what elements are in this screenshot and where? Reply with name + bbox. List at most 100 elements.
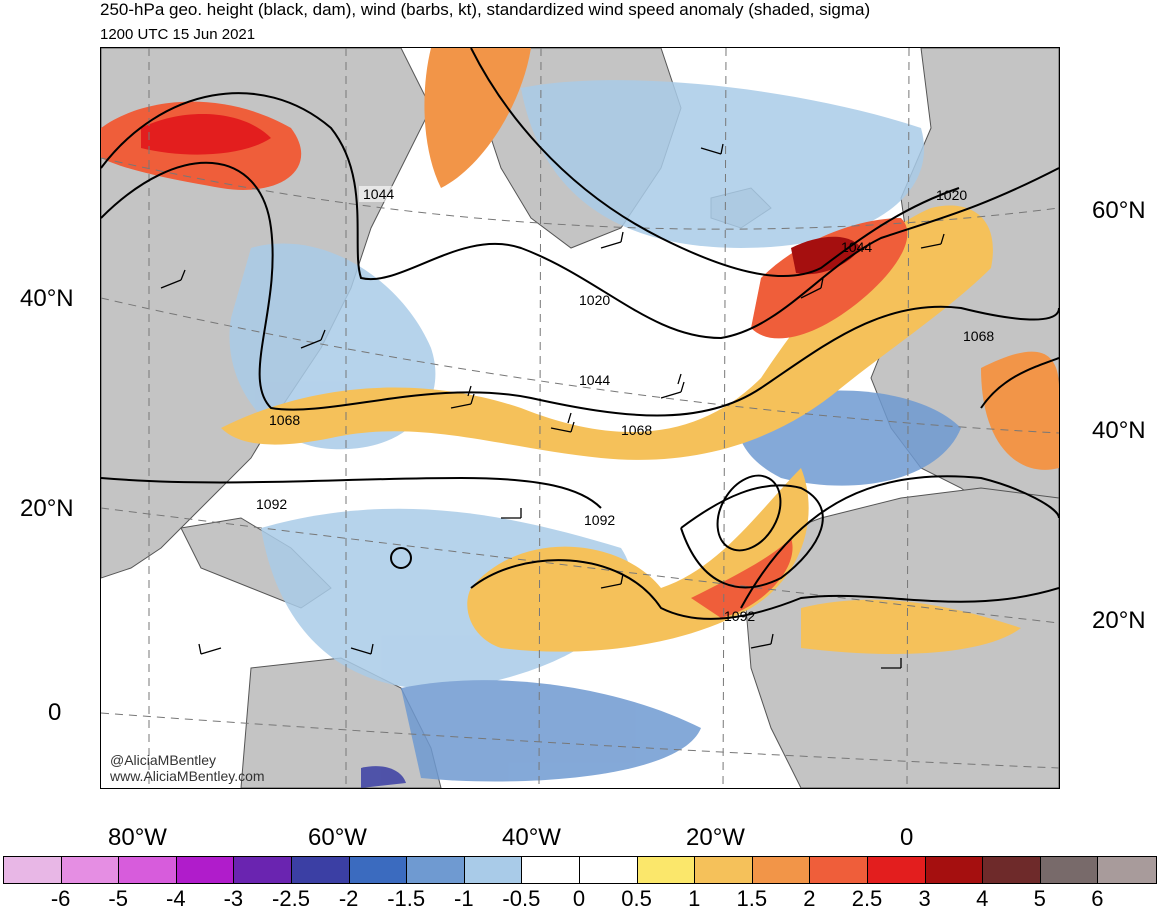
jet-streak-mediterranean: [981, 351, 1059, 470]
map-canvas: 1044 1020 1044 1068 1068 1092 1092 1092 …: [101, 48, 1059, 788]
contour-1092-subtropical: [680, 484, 824, 589]
colorbar-swatch: [810, 857, 868, 883]
lat-label-right: 20°N: [1092, 607, 1146, 634]
lon-label: 0: [900, 824, 914, 851]
wind-barb: [300, 329, 326, 349]
wind-barb: [660, 373, 685, 399]
wind-barb: [800, 277, 824, 299]
colorbar-swatch: [983, 857, 1041, 883]
negative-anomaly-greenland: [521, 80, 925, 248]
wind-barb: [600, 231, 624, 249]
colorbar-swatch: [464, 857, 523, 883]
colorbar-swatch: [119, 857, 177, 883]
jet-core-subtropical: [691, 538, 793, 618]
contour-label: 1020: [936, 187, 967, 203]
colorbar-swatch: [579, 857, 638, 883]
contour-label: 1020: [579, 292, 610, 308]
wind-barb: [198, 643, 222, 655]
colorbar-label: 3: [918, 886, 931, 911]
lat-label-left: 40°N: [20, 285, 74, 312]
wind-barb: [700, 143, 724, 155]
colorbar-label: 1.5: [736, 886, 768, 911]
colorbar-swatch: [1040, 857, 1099, 883]
parallel-40n: [101, 297, 1059, 434]
meridian-20w: [722, 48, 727, 788]
wind-barb: [920, 233, 945, 249]
height-contours: [101, 48, 1059, 620]
colorbar-label: -3: [223, 886, 244, 911]
jet-core-europe: [751, 218, 908, 339]
colorbar-swatch: [695, 857, 753, 883]
chart-title: 250-hPa geo. height (black, dam), wind (…: [100, 0, 871, 19]
valid-time: 1200 UTC 15 Jun 2021: [100, 26, 256, 43]
contour-1092-east: [470, 559, 1059, 620]
colorbar-swatch: [925, 857, 984, 883]
contour-label: 1044: [363, 186, 394, 202]
wind-barb: [501, 508, 522, 519]
parallel-20n: [101, 507, 1059, 624]
colorbar-label: 6: [1091, 886, 1104, 911]
colorbar-label: 0: [572, 886, 586, 911]
contour-label: 1092: [724, 608, 755, 624]
graticule: [101, 48, 1059, 788]
colorbar-label: 1: [688, 886, 701, 911]
colorbar-swatch: [4, 857, 62, 883]
colorbar-swatch: [349, 857, 408, 883]
colorbar-swatch: [867, 857, 926, 883]
contour-label: 1092: [584, 512, 615, 528]
colorbar-label: 0.5: [621, 886, 652, 911]
contour-label: 1068: [963, 328, 994, 344]
colorbar-swatch: [1098, 857, 1156, 883]
colorbar-swatch: [61, 857, 120, 883]
wind-barb: [881, 658, 902, 669]
jet-streak-africa: [801, 599, 1021, 654]
contour-1020-north: [470, 48, 960, 278]
lat-label-right: 40°N: [1092, 417, 1146, 444]
wind-barbs: [160, 143, 945, 669]
colorbar-swatch: [291, 857, 350, 883]
credit-handle: @AliciaMBentley: [110, 752, 217, 768]
lat-label-left: 20°N: [20, 495, 74, 522]
contour-label: 1044: [841, 239, 872, 255]
colorbar-swatch: [752, 857, 811, 883]
contour-label: 1044: [579, 372, 610, 388]
colorbar-label: 5: [1033, 886, 1046, 911]
colorbar: [3, 856, 1157, 884]
contour-1044-north: [101, 92, 1059, 340]
colorbar-swatch: [407, 857, 465, 883]
colorbar-swatch: [176, 857, 235, 883]
colorbar-label: -2: [338, 886, 359, 911]
credit-url: www.AliciaMBentley.com: [110, 768, 265, 784]
contour-mediterranean: [980, 357, 1059, 409]
contour-small-circle: [390, 547, 412, 569]
lon-label: 20°W: [686, 824, 745, 851]
colorbar-swatch: [234, 857, 292, 883]
parallel-60n: [101, 157, 1059, 230]
colorbar-label: -4: [166, 886, 186, 911]
contour-1068: [101, 161, 1059, 417]
colorbar-label: -5: [108, 886, 128, 911]
wind-barb: [600, 573, 624, 589]
contour-label: 1068: [269, 412, 300, 428]
colorbar-label: -0.5: [502, 886, 541, 911]
meridian-0: [906, 48, 910, 788]
lon-label: 80°W: [108, 824, 167, 851]
wind-barb: [350, 643, 374, 655]
wind-barb: [550, 412, 575, 433]
colorbar-swatch: [522, 857, 580, 883]
colorbar-label: -1.5: [387, 886, 426, 911]
contour-label: 1092: [256, 496, 287, 512]
meridian-40w: [538, 48, 542, 788]
strong-negative-anomaly: [361, 766, 406, 788]
colorbar-label: 2: [803, 886, 816, 911]
colorbar-label: -1: [454, 886, 474, 911]
lon-label: 60°W: [308, 824, 367, 851]
wind-barb: [450, 385, 475, 409]
jet-max-northwest: [141, 114, 271, 155]
map-panel: 1044 1020 1044 1068 1068 1092 1092 1092 …: [100, 47, 1060, 789]
negative-anomaly-south: [401, 680, 701, 782]
colorbar-label: 4: [976, 886, 989, 911]
contour-1092-africa: [740, 475, 1059, 609]
contour-label: 1068: [621, 422, 652, 438]
colorbar-label: 2.5: [851, 886, 883, 911]
